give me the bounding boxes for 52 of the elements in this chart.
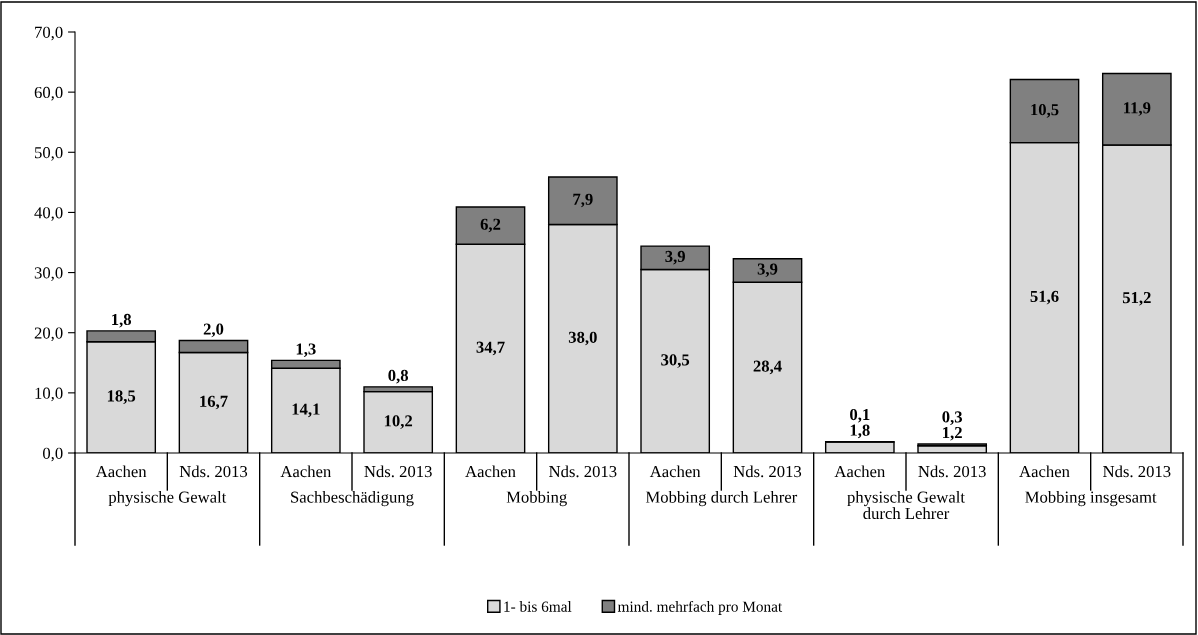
y-tick-label: 50,0: [35, 146, 63, 161]
data-label: 0,8: [388, 369, 409, 384]
data-label: 34,7: [476, 341, 505, 356]
data-label: 38,0: [568, 331, 597, 346]
data-label: 1,2: [943, 426, 962, 441]
text: physische Gewalt durch Lehrer: [847, 491, 965, 520]
y-tick-label: 40,0: [34, 207, 63, 221]
text: Sachbeschädigung: [291, 491, 414, 507]
text: Mobbing insgesamt: [1025, 491, 1157, 507]
y-tick-label: 60,0: [34, 86, 63, 101]
y-tick-label: 0,0: [43, 447, 63, 462]
x-tick-label: Aachen: [280, 465, 332, 478]
x-tick-label: Nds. 2013: [549, 465, 617, 478]
y-tick-label: 20,0: [34, 327, 63, 342]
legend-label: mind. mehrfach pro Monat: [617, 600, 783, 615]
data-label: 2,0: [203, 323, 224, 338]
x-tick-label: Nds. 2013: [364, 465, 432, 478]
data-label: 51,2: [1122, 292, 1151, 306]
data-label: 0,1: [850, 408, 870, 423]
x-tick-label: Aachen: [95, 465, 147, 478]
data-label: 51,6: [1030, 290, 1059, 305]
legend-label: 1- bis 6mal: [504, 601, 572, 612]
data-label: 11,9: [1124, 102, 1151, 116]
x-tick-label: Nds. 2013: [918, 465, 986, 478]
data-label: 28,4: [753, 360, 782, 375]
data-label: 1,8: [850, 424, 870, 439]
x-tick-label: Nds. 2013: [179, 465, 248, 478]
x-tick-label: Aachen: [465, 465, 516, 478]
y-tick-label: 30,0: [34, 267, 63, 281]
data-label: 18,5: [107, 390, 136, 404]
data-label: 0,3: [942, 411, 963, 425]
data-label: 1,3: [296, 343, 316, 358]
text: Mobbing durch Lehrer: [645, 491, 798, 507]
data-label: 3,9: [665, 250, 685, 265]
y-tick-label: 70,0: [35, 26, 63, 41]
x-tick-label: Aachen: [834, 465, 886, 478]
x-tick-label: Aachen: [1019, 465, 1070, 478]
data-label: 6,2: [480, 218, 501, 233]
y-tick-label: 10,0: [35, 387, 63, 402]
data-label: 10,2: [384, 415, 413, 429]
text: physische Gewalt: [108, 491, 227, 507]
data-label: 3,9: [757, 263, 778, 278]
x-tick-label: Nds. 2013: [1103, 465, 1171, 478]
text: Mobbing: [506, 491, 567, 507]
data-label: 7,9: [573, 193, 593, 208]
data-label: 10,5: [1031, 104, 1059, 118]
data-label: 14,1: [292, 403, 320, 418]
x-tick-label: Aachen: [649, 465, 701, 478]
data-label: 16,7: [200, 395, 228, 410]
data-label: 1,8: [112, 313, 132, 328]
x-tick-label: Nds. 2013: [733, 465, 802, 478]
data-label: 30,5: [661, 354, 690, 368]
